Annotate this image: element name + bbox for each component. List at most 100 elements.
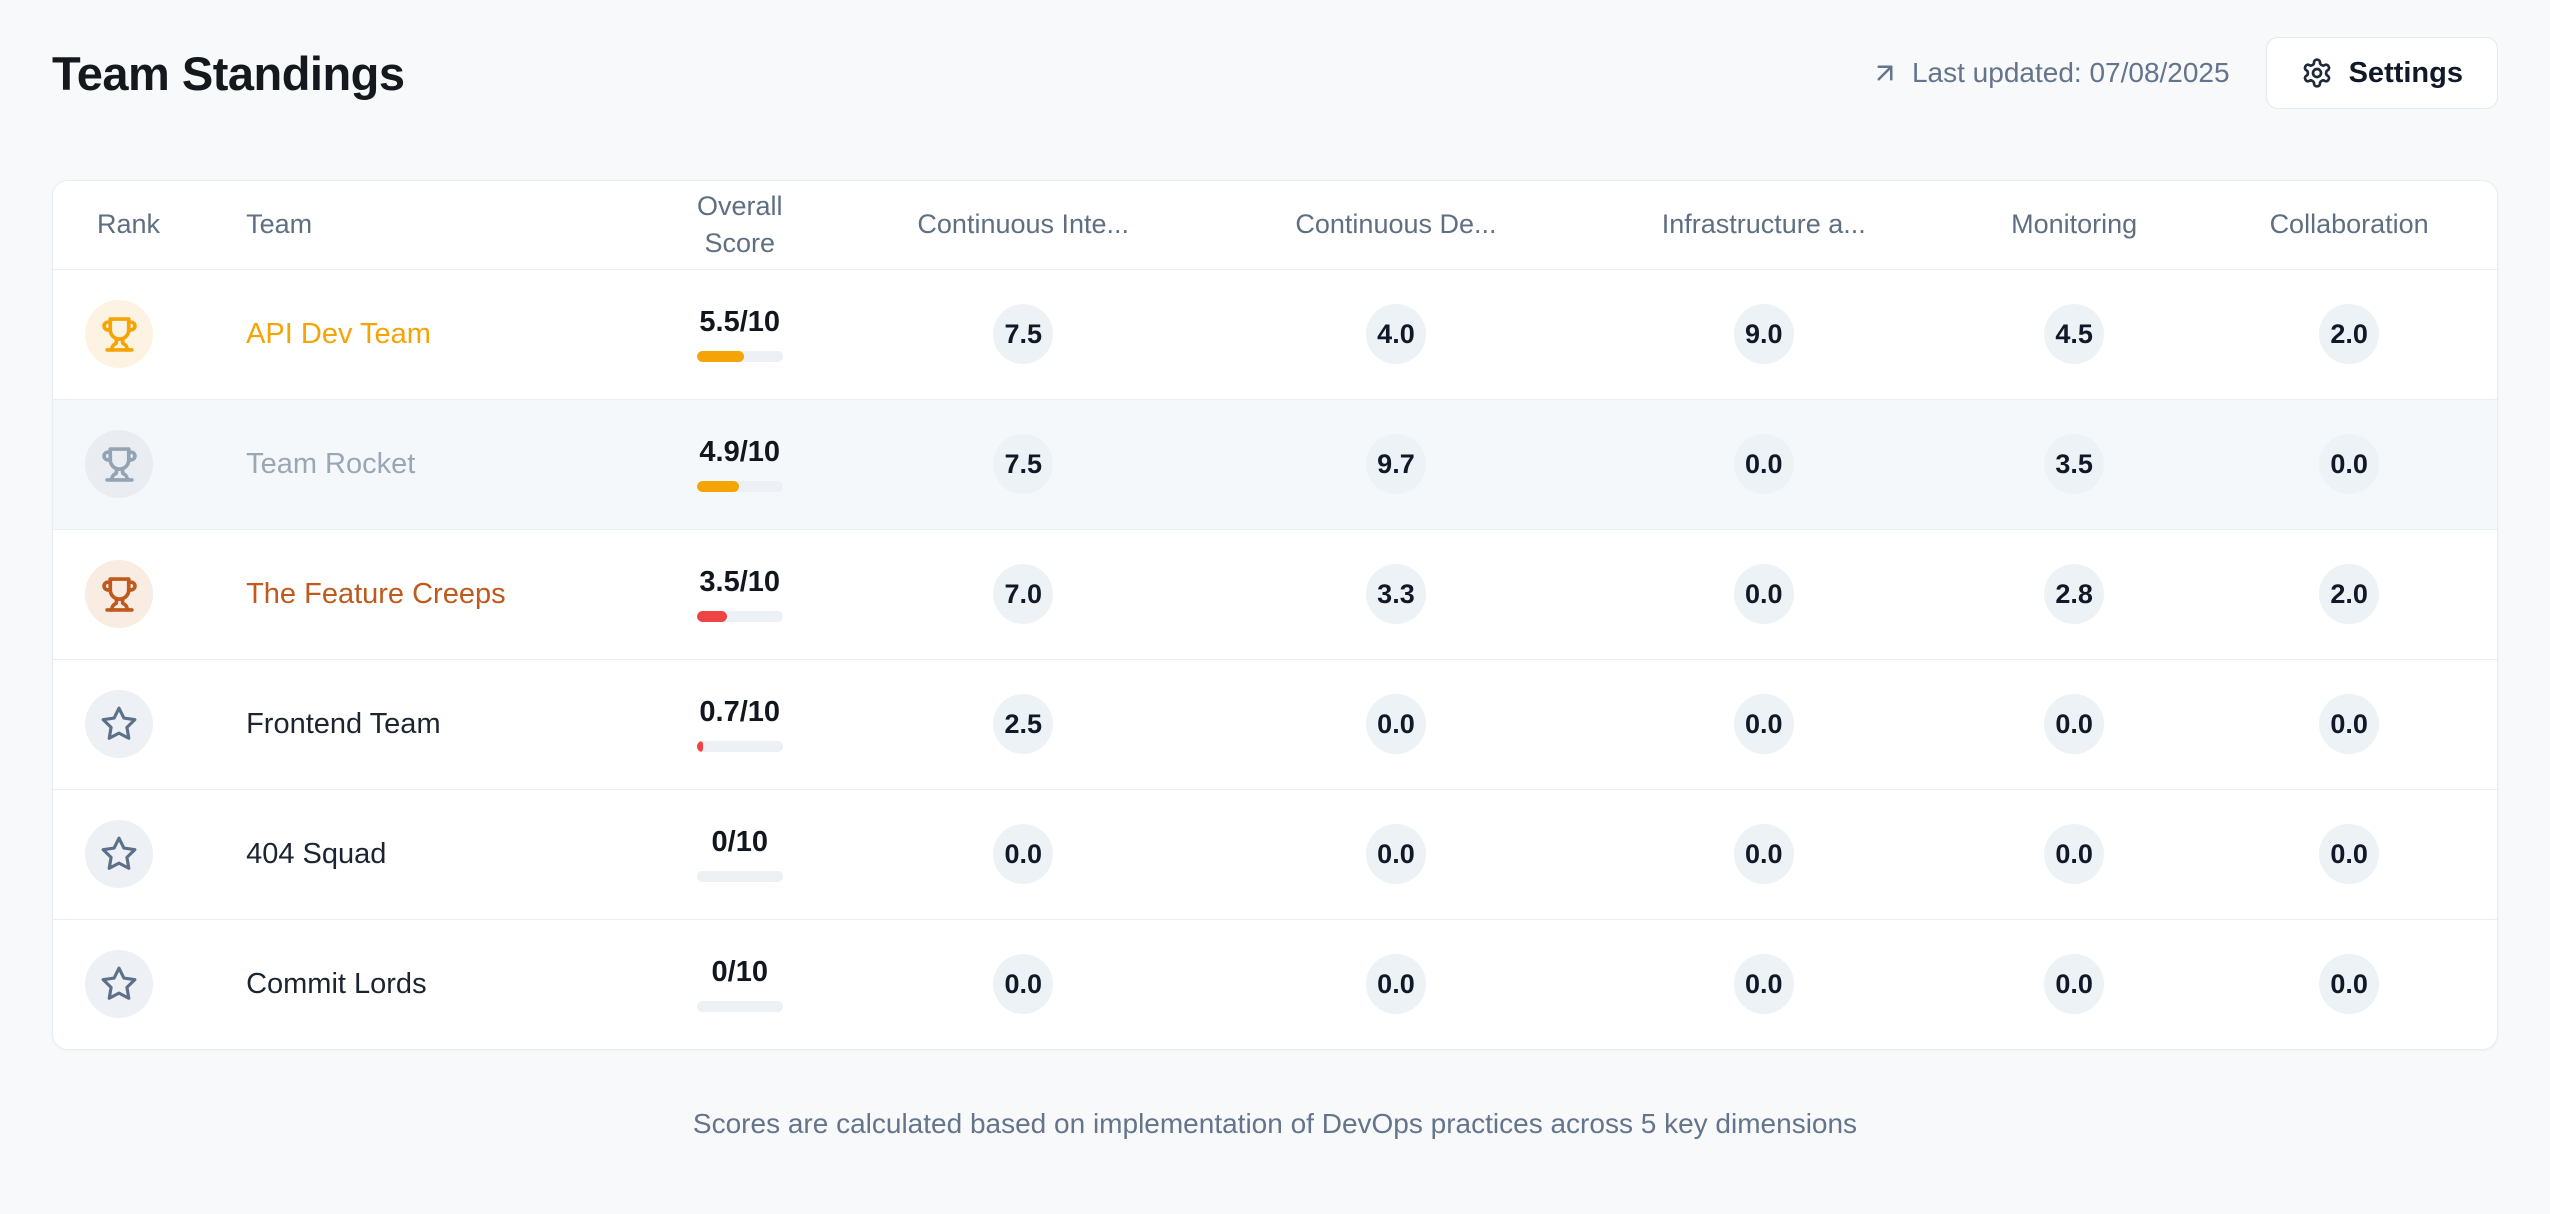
overall-score-cell: 0/10 [644,919,835,1049]
team-name: Frontend Team [246,707,441,740]
column-header-infrastructure: Infrastructure a... [1661,209,1866,240]
dimension-score-cell: 0.0 [2201,659,2497,789]
table-row: Frontend Team 0.7/10 2.5 0.0 0.0 0.0 0.0 [53,659,2497,789]
dimension-score-cell: 7.0 [835,529,1211,659]
score-badge: 9.0 [1733,304,1794,364]
team-cell: Frontend Team [224,659,644,789]
table-row: The Feature Creeps 3.5/10 7.0 3.3 0.0 2.8 2.0 [53,529,2497,659]
overall-score-cell: 5.5/10 [644,269,835,399]
overall-score-cell: 3.5/10 [644,529,835,659]
dimension-score-cell: 0.0 [2201,919,2497,1049]
dimension-score-cell: 9.0 [1580,269,1947,399]
score-badge: 0.0 [2319,954,2380,1015]
overall-score-cell: 0.7/10 [644,659,835,789]
score-badge: 0.0 [1365,694,1426,754]
overall-score-bar [696,611,783,622]
overall-score-bar-fill [696,611,727,622]
score-badge: 7.5 [993,304,1054,364]
rank-cell [53,529,224,659]
overall-score-cell: 4.9/10 [644,399,835,529]
team-name: Team Rocket [246,447,416,480]
overall-score-text: 3.5/10 [699,566,781,598]
score-badge: 0.0 [1365,824,1426,884]
score-badge: 7.0 [993,564,1054,624]
column-header-monitoring: Monitoring [2011,209,2138,240]
column-header-overall-score: Overall Score [696,191,783,258]
column-header-continuous-deployment: Continuous De... [1295,209,1497,240]
rank-cell [53,399,224,529]
dimension-score-cell: 0.0 [1211,659,1580,789]
dimension-score-cell: 0.0 [2201,789,2497,919]
settings-button-label: Settings [2348,56,2463,89]
overall-score: 0/10 [696,956,783,1013]
table-row: 404 Squad 0/10 0.0 0.0 0.0 0.0 0.0 [53,789,2497,919]
gear-icon [2301,57,2333,89]
settings-button[interactable]: Settings [2265,37,2498,109]
overall-score: 0/10 [696,826,783,882]
dimension-score-cell: 0.0 [1580,659,1947,789]
rank-cell [53,269,224,399]
dimension-score-cell: 2.0 [2201,269,2497,399]
overall-score-bar [696,871,783,882]
table-header: Rank Team Overall Score Continuous Inte.… [53,181,2497,269]
dimension-score-cell: 4.5 [1947,269,2201,399]
arrow-up-right-icon [1870,58,1900,88]
overall-score: 5.5/10 [696,306,783,362]
table-row: Commit Lords 0/10 0.0 0.0 0.0 0.0 0.0 [53,919,2497,1049]
score-badge: 2.5 [993,694,1054,754]
score-badge: 0.0 [2319,824,2380,884]
page-title: Team Standings [52,46,405,100]
overall-score-bar-fill [696,481,739,492]
overall-score-bar [696,741,783,752]
dimension-score-cell: 4.0 [1211,269,1580,399]
team-name: 404 Squad [246,837,387,870]
team-name: Commit Lords [246,967,427,1000]
score-badge: 0.0 [1733,824,1794,884]
star-icon [85,950,153,1019]
team-cell: API Dev Team [224,269,644,399]
score-badge: 0.0 [993,824,1054,884]
overall-score-text: 0/10 [711,956,768,989]
trophy-icon [85,560,153,628]
score-badge: 0.0 [993,954,1054,1015]
dimension-score-cell: 0.0 [1580,919,1947,1049]
dimension-score-cell: 0.0 [1580,399,1947,529]
rank-cell [53,659,224,789]
score-badge: 4.5 [2044,304,2105,364]
score-badge: 0.0 [1733,564,1794,624]
overall-score-text: 0.7/10 [699,696,781,728]
score-badge: 0.0 [1733,434,1794,494]
dimension-score-cell: 0.0 [1947,919,2201,1049]
overall-score: 0.7/10 [696,696,783,752]
dimension-score-cell: 3.3 [1211,529,1580,659]
footer-note: Scores are calculated based on implement… [692,1108,1858,1139]
dimension-score-cell: 0.0 [1580,789,1947,919]
overall-score-cell: 0/10 [644,789,835,919]
dimension-score-cell: 0.0 [835,919,1211,1049]
table-body: API Dev Team 5.5/10 7.5 4.0 9.0 4.5 2.0 Team Ro… [53,269,2497,1049]
score-badge: 0.0 [2319,434,2380,494]
trophy-icon [85,300,153,368]
dimension-score-cell: 9.7 [1211,399,1580,529]
score-badge: 9.7 [1365,434,1426,494]
rank-cell [53,789,224,919]
dimension-score-cell: 0.0 [2201,399,2497,529]
last-updated: Last updated: 07/08/2025 [1870,57,2230,89]
overall-score-bar-fill [696,351,745,362]
dimension-score-cell: 7.5 [835,269,1211,399]
overall-score: 4.9/10 [696,436,783,492]
dimension-score-cell: 3.5 [1947,399,2201,529]
column-header-team: Team [246,209,313,240]
table-row: API Dev Team 5.5/10 7.5 4.0 9.0 4.5 2.0 [53,269,2497,399]
overall-score-text: 0/10 [711,826,768,858]
table-row: Team Rocket 4.9/10 7.5 9.7 0.0 3.5 0.0 [53,399,2497,529]
score-badge: 3.5 [2044,434,2105,494]
team-cell: The Feature Creeps [224,529,644,659]
column-header-collaboration: Collaboration [2269,209,2429,240]
header-right: Last updated: 07/08/2025 Settings [1870,37,2498,109]
score-badge: 2.0 [2319,564,2380,624]
score-badge: 0.0 [2044,694,2105,754]
overall-score: 3.5/10 [696,566,783,622]
score-badge: 0.0 [1365,954,1426,1015]
rank-cell [53,919,224,1049]
